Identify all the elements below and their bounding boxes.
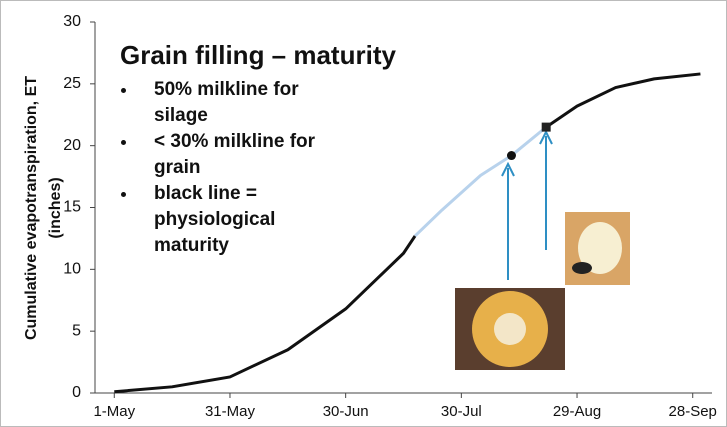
x-tick-label: 29-Aug (553, 403, 601, 420)
arrow-head (539, 129, 553, 145)
line-series (414, 125, 548, 238)
bullet-list: 50% milkline for silage < 30% milkline f… (120, 77, 396, 259)
photos (455, 129, 630, 370)
x-tick-label: 28-Sep (669, 403, 717, 420)
y-axis-label: Cumulative evapotranspiration, ET (23, 76, 40, 340)
y-tick-label: 10 (63, 261, 81, 278)
y-tick-label: 20 (63, 137, 81, 154)
y-tick-label: 15 (63, 199, 81, 216)
marker (506, 151, 516, 161)
cob-photo (494, 313, 526, 345)
bullet: 50% milkline for silage (138, 77, 329, 129)
y-tick-label: 5 (72, 322, 81, 339)
x-tick-label: 1-May (93, 403, 135, 420)
marker (541, 122, 551, 132)
x-tick-label: 30-Jun (323, 403, 369, 420)
x-tick-label: 31-May (205, 403, 256, 420)
annotation-box: Grain filling – maturity 50% milkline fo… (120, 40, 396, 259)
line-series (114, 72, 701, 394)
x-tick-label: 30-Jul (441, 403, 482, 420)
y-tick-label: 30 (63, 13, 81, 30)
annotation-title: Grain filling – maturity (120, 40, 396, 70)
kernel-photo (572, 262, 592, 274)
arrow-head (501, 161, 515, 177)
y-tick-label: 25 (63, 75, 81, 92)
bullet: < 30% milkline for grain (138, 129, 329, 181)
kernel-photo (578, 222, 622, 274)
y-tick-label: 0 (72, 384, 81, 401)
bullet: black line = physiological maturity (138, 181, 329, 259)
y-axis-label: (inches) (47, 177, 64, 238)
